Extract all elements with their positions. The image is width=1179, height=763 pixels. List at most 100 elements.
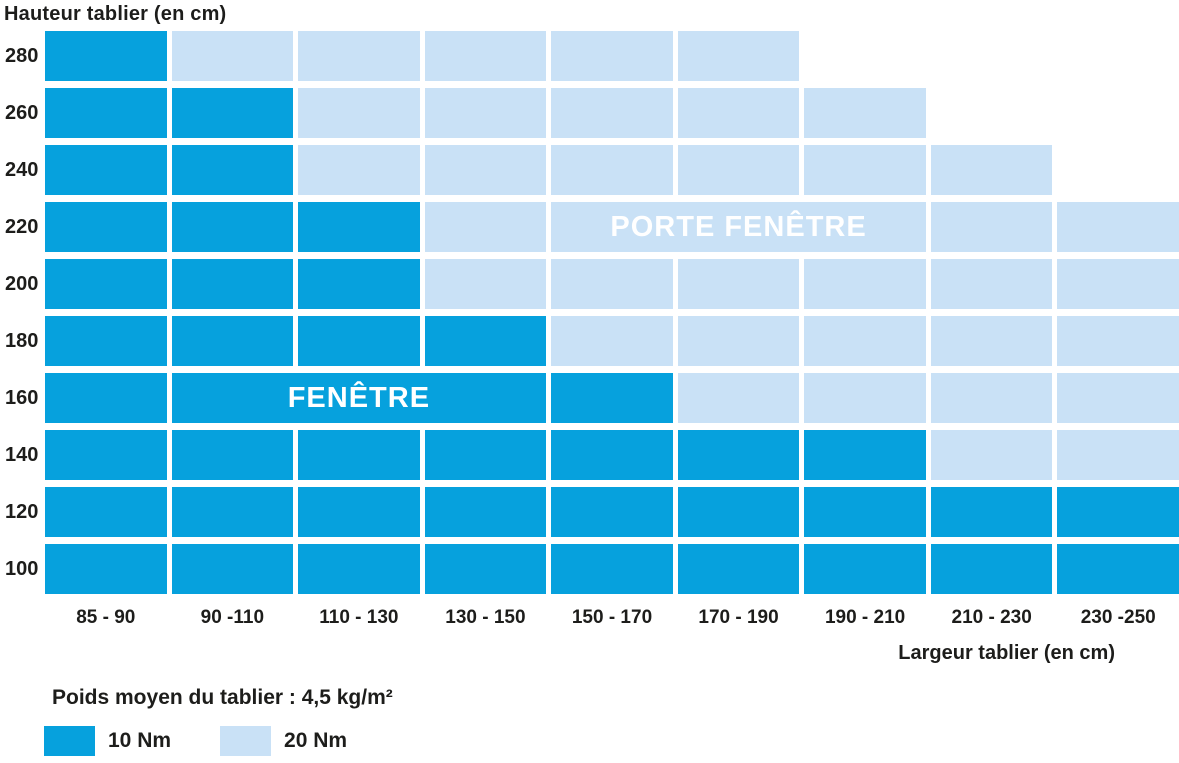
grid-cell [551,31,673,81]
grid-cell [424,259,547,309]
grid-cell [804,430,926,480]
y-tick-label: 200 [5,272,39,295]
grid-cell [424,88,547,138]
grid-cell [677,259,800,309]
x-tick-label: 190 - 210 [824,607,906,628]
y-tick-label: 240 [5,158,39,181]
grid-cell [45,487,167,537]
y-tick-label: 180 [5,329,39,352]
y-axis-title: Hauteur tablier (en cm) [4,3,227,25]
x-tick-label: 210 - 230 [951,607,1032,628]
grid-cell [171,430,294,480]
grid-cell [930,373,1053,423]
legend-label-20nm: 20 Nm [284,729,348,752]
grid-cell [551,544,673,594]
grid-cell [171,202,294,252]
grid-cell [45,145,167,195]
x-tick-label: 85 - 90 [76,607,136,628]
grid-cell [1057,430,1179,480]
grid-cell [424,145,547,195]
x-tick-label: 90 -110 [200,607,265,628]
grid-cell [45,88,167,138]
grid-cell [45,202,167,252]
grid-cell [551,88,673,138]
grid-cell [804,544,926,594]
grid-cell [930,544,1053,594]
grid-cell [45,316,167,366]
grid-cell [1057,487,1179,537]
grid-cell [298,430,420,480]
legend-swatch-20nm [220,726,272,756]
grid-cell [677,373,800,423]
grid-cell [171,316,294,366]
grid-cell [804,487,926,537]
grid-cell [298,88,420,138]
grid-cell [804,316,926,366]
grid-cell [45,373,167,423]
grid-cell [551,259,673,309]
x-tick-label: 230 -250 [1080,607,1156,628]
grid-cell [930,259,1053,309]
matrix-grid: Largeur tablier (en cm) 280 260 240 220 PORT… [0,31,1179,670]
grid-cell [424,430,547,480]
grid-cell [298,259,420,309]
grid-cell [1057,202,1179,252]
grid-cell [171,88,294,138]
legend-swatch-10nm [44,726,95,756]
grid-cell [424,31,547,81]
grid-cell [677,544,800,594]
grid-cell [45,430,167,480]
grid-cell [298,487,420,537]
grid-cell [45,259,167,309]
y-tick-label: 140 [5,443,39,466]
grid-cell [551,373,673,423]
grid-cell [930,487,1053,537]
grid-cell [677,31,800,81]
grid-cell [424,487,547,537]
grid-cell [298,202,420,252]
grid-cell [677,316,800,366]
y-tick-label: 160 [5,386,39,409]
grid-cell [930,316,1053,366]
grid-cell [298,145,420,195]
grid-cell [551,145,673,195]
grid-cell [298,31,420,81]
y-tick-label: 120 [5,500,39,523]
x-axis-title: Largeur tablier (en cm) [898,642,1115,664]
y-tick-label: 220 [5,215,39,238]
y-tick-label: 260 [5,101,39,124]
grid-cell [677,487,800,537]
grid-cell [171,487,294,537]
grid-cell [930,430,1053,480]
grid-cell [171,31,294,81]
x-tick-label: 130 - 150 [445,607,526,628]
grid-cell [930,145,1053,195]
grid-cell [930,202,1053,252]
grid-cell [1057,544,1179,594]
grid-cell [677,88,800,138]
grid-cell [171,544,294,594]
legend-items: 10 Nm 20 Nm [44,726,393,756]
grid-cell [551,487,673,537]
legend-title: Poids moyen du tablier : 4,5 kg/m² [52,686,393,709]
grid-cell [677,145,800,195]
x-tick-label: 150 - 170 [571,607,653,628]
label-band: FENÊTRE [171,373,547,423]
grid-cell [171,145,294,195]
y-tick-label: 280 [5,44,39,67]
grid-cell [424,202,547,252]
label-band: PORTE FENÊTRE [551,202,926,252]
grid-cell [677,430,800,480]
legend-label-10nm: 10 Nm [108,729,172,752]
grid-cell [298,544,420,594]
grid-cell [804,145,926,195]
legend: Poids moyen du tablier : 4,5 kg/m² 10 Nm… [44,686,393,756]
grid-cell [1057,373,1179,423]
grid-cell [298,316,420,366]
x-tick-label: 170 - 190 [698,607,779,628]
grid-cell [1057,259,1179,309]
grid-cell [804,88,926,138]
grid-cell [1057,316,1179,366]
grid-cell [551,316,673,366]
